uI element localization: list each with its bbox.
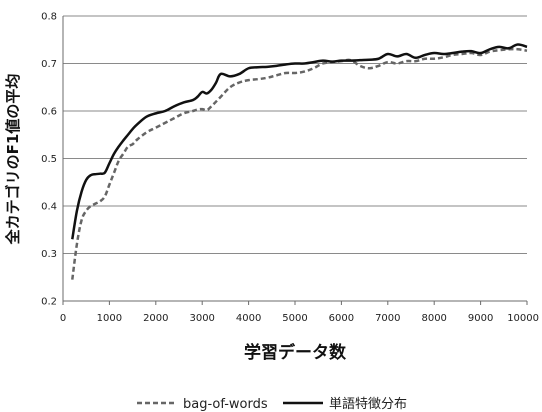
x-tick-label: 7000 xyxy=(375,313,400,324)
series-lines xyxy=(71,43,528,280)
series-line-word-feature-distribution xyxy=(71,43,528,240)
x-tick-label: 2000 xyxy=(143,313,168,324)
x-tick-label: 3000 xyxy=(189,313,214,324)
y-tick-label: 0.5 xyxy=(41,154,57,165)
y-tick-label: 0.4 xyxy=(41,202,57,213)
y-tick-label: 0.6 xyxy=(41,107,57,118)
x-tick-label: 1000 xyxy=(97,313,122,324)
x-axis-title: 学習データ数 xyxy=(244,342,347,363)
x-tick-label: 5000 xyxy=(282,313,307,324)
axes xyxy=(62,16,528,305)
series-line-bag-of-words xyxy=(71,47,528,280)
x-tick-label: 0 xyxy=(60,313,66,324)
x-tick-label: 9000 xyxy=(468,313,493,324)
x-tick-label: 6000 xyxy=(329,313,354,324)
x-tick-label: 4000 xyxy=(236,313,261,324)
legend-label-bag-of-words: bag-of-words xyxy=(183,397,268,412)
legend: bag-of-words 単語特徴分布 xyxy=(137,396,407,412)
y-axis-title: 全カテゴリのF1値の平均 xyxy=(4,74,22,246)
x-tick-label: 10000 xyxy=(507,313,539,324)
legend-label-word-feature-distribution: 単語特徴分布 xyxy=(329,396,407,412)
x-tick-labels: 0 1000 2000 3000 4000 5000 6000 7000 8000 9000 100… xyxy=(60,313,539,324)
y-tick-label: 0.2 xyxy=(41,297,57,308)
x-tick-label: 8000 xyxy=(421,313,446,324)
y-tick-label: 0.7 xyxy=(41,59,57,70)
y-tick-label: 0.8 xyxy=(41,12,57,23)
y-tick-labels: 0.2 0.3 0.4 0.5 0.6 0.7 0.8 xyxy=(41,12,57,308)
y-tick-label: 0.3 xyxy=(41,249,57,260)
